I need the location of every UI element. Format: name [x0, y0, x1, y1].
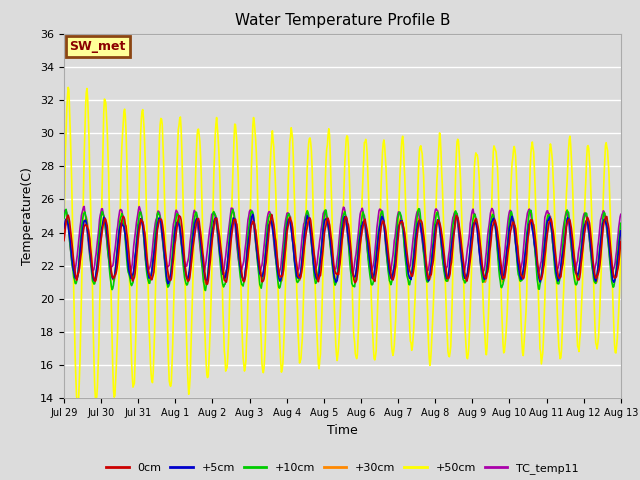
+30cm [415, 215, 423, 221]
+50cm [416, 144, 424, 150]
+50cm [74, 402, 81, 408]
Line: +30cm: +30cm [64, 215, 621, 285]
Y-axis label: Temperature(C): Temperature(C) [22, 167, 35, 265]
+10cm [617, 220, 625, 226]
+50cm [617, 241, 625, 247]
0cm [617, 239, 625, 245]
TC_temp11 [60, 211, 68, 217]
0cm [541, 254, 548, 260]
+5cm [385, 264, 392, 270]
+5cm [416, 221, 424, 227]
0cm [60, 238, 68, 243]
Line: TC_temp11: TC_temp11 [64, 206, 621, 274]
+50cm [541, 296, 548, 302]
+5cm [164, 281, 172, 287]
0cm [399, 224, 407, 229]
+50cm [385, 254, 392, 260]
+10cm [484, 253, 492, 259]
0cm [416, 217, 424, 223]
TC_temp11 [483, 241, 491, 247]
TC_temp11 [540, 225, 548, 231]
Line: +10cm: +10cm [64, 209, 621, 290]
+10cm [399, 227, 406, 232]
+10cm [94, 248, 102, 253]
X-axis label: Time: Time [327, 424, 358, 437]
Text: SW_met: SW_met [70, 40, 126, 53]
+10cm [416, 210, 424, 216]
0cm [268, 212, 275, 217]
+30cm [617, 232, 625, 238]
+30cm [452, 212, 460, 217]
+50cm [399, 141, 407, 147]
Title: Water Temperature Profile B: Water Temperature Profile B [235, 13, 450, 28]
+5cm [399, 225, 407, 231]
+30cm [202, 282, 210, 288]
+50cm [60, 225, 68, 231]
TC_temp11 [81, 204, 88, 209]
+5cm [617, 228, 625, 234]
+30cm [484, 263, 492, 269]
+5cm [541, 241, 548, 247]
+10cm [60, 216, 68, 221]
+50cm [484, 330, 492, 336]
+30cm [94, 260, 102, 265]
+30cm [60, 232, 68, 238]
+50cm [96, 309, 104, 315]
+5cm [484, 260, 492, 266]
0cm [484, 269, 492, 275]
+5cm [60, 226, 68, 231]
+10cm [202, 288, 209, 293]
0cm [203, 281, 211, 287]
+30cm [541, 249, 548, 255]
TC_temp11 [617, 212, 625, 217]
0cm [94, 264, 102, 270]
Legend: 0cm, +5cm, +10cm, +30cm, +50cm, TC_temp11: 0cm, +5cm, +10cm, +30cm, +50cm, TC_temp1… [102, 459, 583, 479]
0cm [385, 254, 392, 260]
+10cm [384, 267, 392, 273]
+50cm [65, 84, 72, 90]
TC_temp11 [95, 226, 102, 231]
TC_temp11 [415, 215, 423, 220]
TC_temp11 [399, 225, 406, 231]
TC_temp11 [590, 271, 598, 277]
+10cm [541, 236, 548, 241]
+5cm [249, 212, 257, 217]
Line: +5cm: +5cm [64, 215, 621, 284]
TC_temp11 [384, 263, 392, 269]
+30cm [384, 253, 392, 259]
+30cm [399, 220, 406, 226]
+10cm [415, 206, 422, 212]
+5cm [94, 255, 102, 261]
Line: 0cm: 0cm [64, 215, 621, 284]
Line: +50cm: +50cm [64, 87, 621, 405]
